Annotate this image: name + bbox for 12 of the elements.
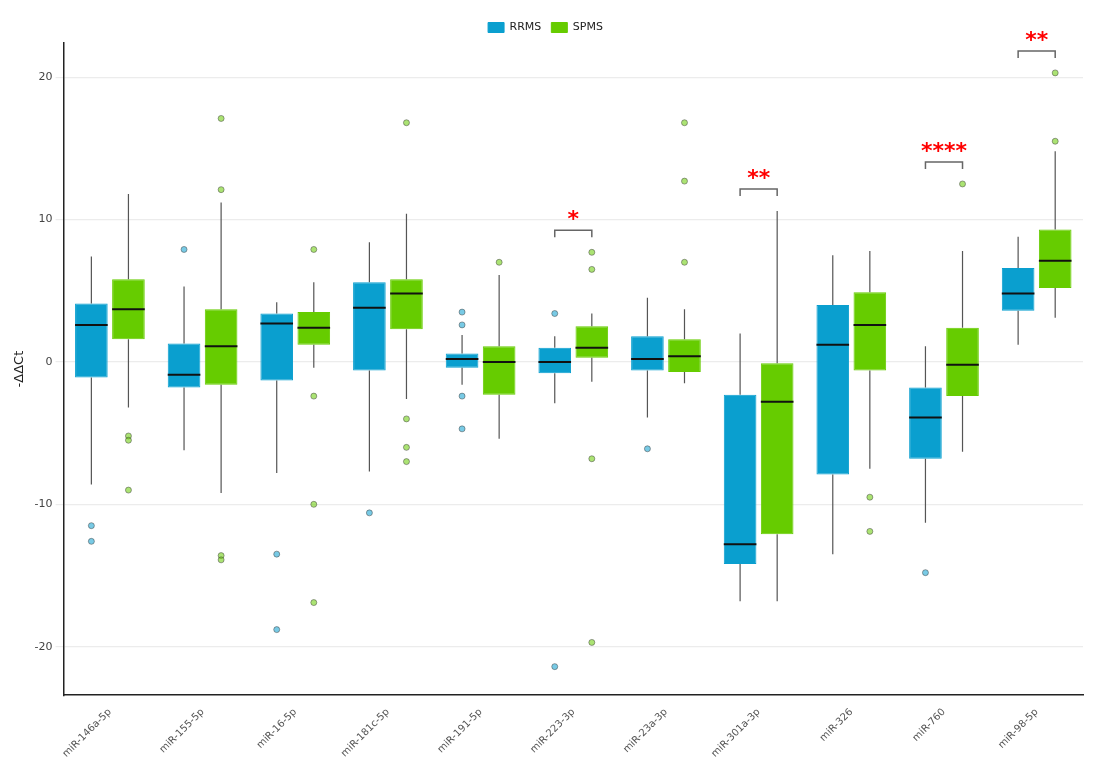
y-tick-label: 10 xyxy=(38,212,53,226)
y-axis-title: -ΔΔCt xyxy=(11,350,27,388)
y-tick-label: 0 xyxy=(45,354,53,368)
legend-label: SPMS xyxy=(572,20,603,34)
annotation: ** xyxy=(1025,26,1049,52)
y-tick-label: -20 xyxy=(34,639,53,653)
legend-label: RRMS xyxy=(509,20,542,34)
annotation: * xyxy=(567,206,580,232)
annotation: ** xyxy=(747,165,771,191)
annotation: **** xyxy=(920,137,968,163)
y-tick-label: 20 xyxy=(38,70,53,84)
y-tick-label: -10 xyxy=(34,497,53,511)
